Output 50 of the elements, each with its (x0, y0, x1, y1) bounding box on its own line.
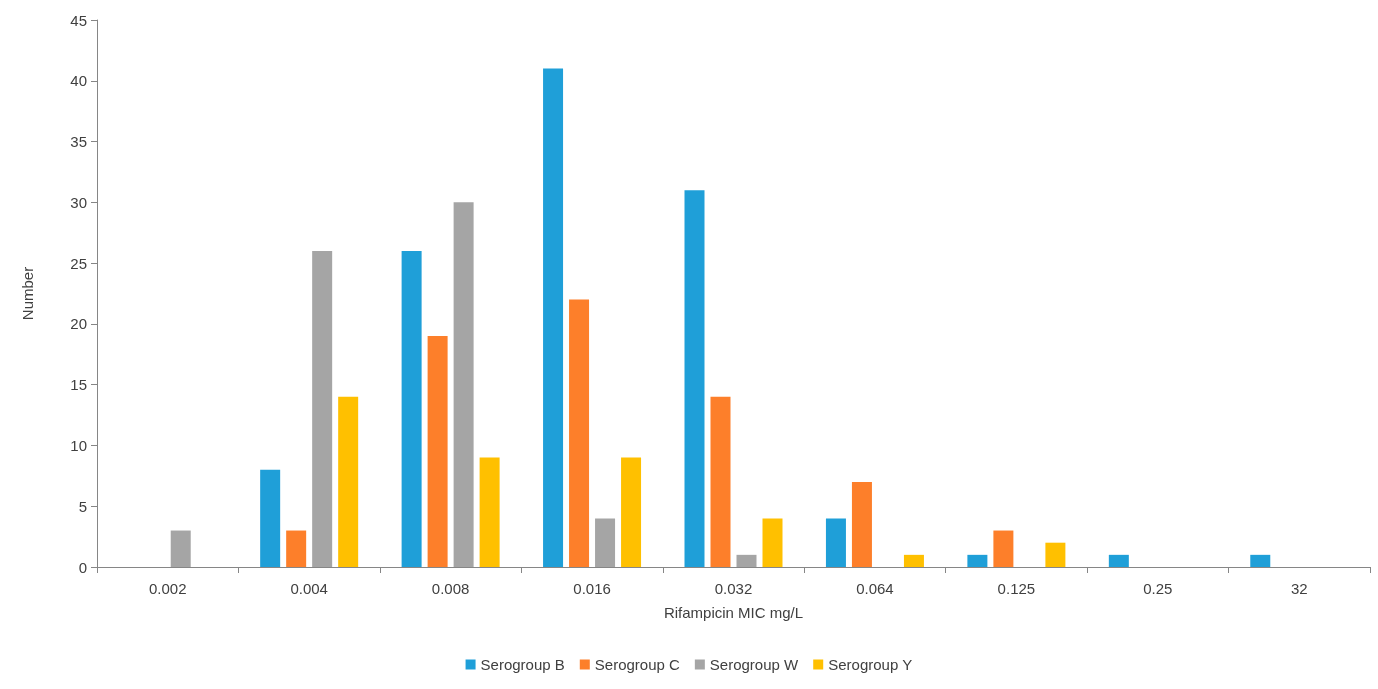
bar (903, 554, 924, 567)
bar (1250, 554, 1271, 567)
x-axis-title: Rifampicin MIC mg/L (663, 604, 804, 621)
bar (762, 518, 783, 567)
bar (286, 530, 307, 567)
y-tick-label: 30 (70, 193, 87, 211)
y-tick-label: 20 (70, 315, 87, 333)
x-tick-label: 0.004 (290, 580, 328, 597)
legend-label: Serogroup Y (828, 656, 913, 673)
bar (543, 68, 564, 567)
x-tick-label: 0.002 (148, 580, 187, 597)
bar (427, 336, 448, 567)
x-tick-label: 0.008 (431, 580, 470, 597)
x-tick-label: 0.125 (997, 580, 1036, 597)
legend-label: Serogroup B (480, 656, 565, 673)
bar (569, 299, 590, 567)
x-tick-label: 0.032 (714, 580, 753, 597)
y-axis-title: Number (19, 266, 36, 321)
y-tick-label: 25 (70, 254, 87, 272)
x-tick-label: 0.064 (856, 580, 894, 597)
bar (967, 554, 988, 567)
bar (621, 457, 642, 567)
bar (338, 396, 359, 567)
bar (260, 469, 281, 567)
y-tick-label: 45 (70, 11, 87, 29)
x-tick-label: 0.25 (1143, 580, 1173, 597)
bar (595, 518, 616, 567)
bar (170, 530, 191, 567)
legend-label: Serogroup C (594, 656, 680, 673)
bar (851, 481, 872, 567)
bar (453, 202, 474, 567)
y-tick-label: 35 (70, 133, 87, 151)
bar (1108, 554, 1129, 567)
y-tick-label: 0 (78, 558, 87, 576)
bar (479, 457, 500, 567)
bar (710, 396, 731, 567)
x-tick-label: 0.016 (573, 580, 611, 597)
y-tick-label: 15 (70, 376, 87, 394)
bar (825, 518, 846, 567)
bar (1045, 542, 1066, 567)
bar (736, 554, 757, 567)
bar (993, 530, 1014, 567)
x-tick-label: 32 (1290, 580, 1308, 597)
y-tick-label: 40 (70, 72, 87, 90)
bar (312, 250, 333, 567)
bar (401, 250, 422, 567)
y-tick-label: 10 (70, 436, 87, 454)
y-tick-label: 5 (78, 497, 87, 515)
bar (684, 190, 705, 567)
legend-label: Serogroup W (709, 656, 800, 673)
